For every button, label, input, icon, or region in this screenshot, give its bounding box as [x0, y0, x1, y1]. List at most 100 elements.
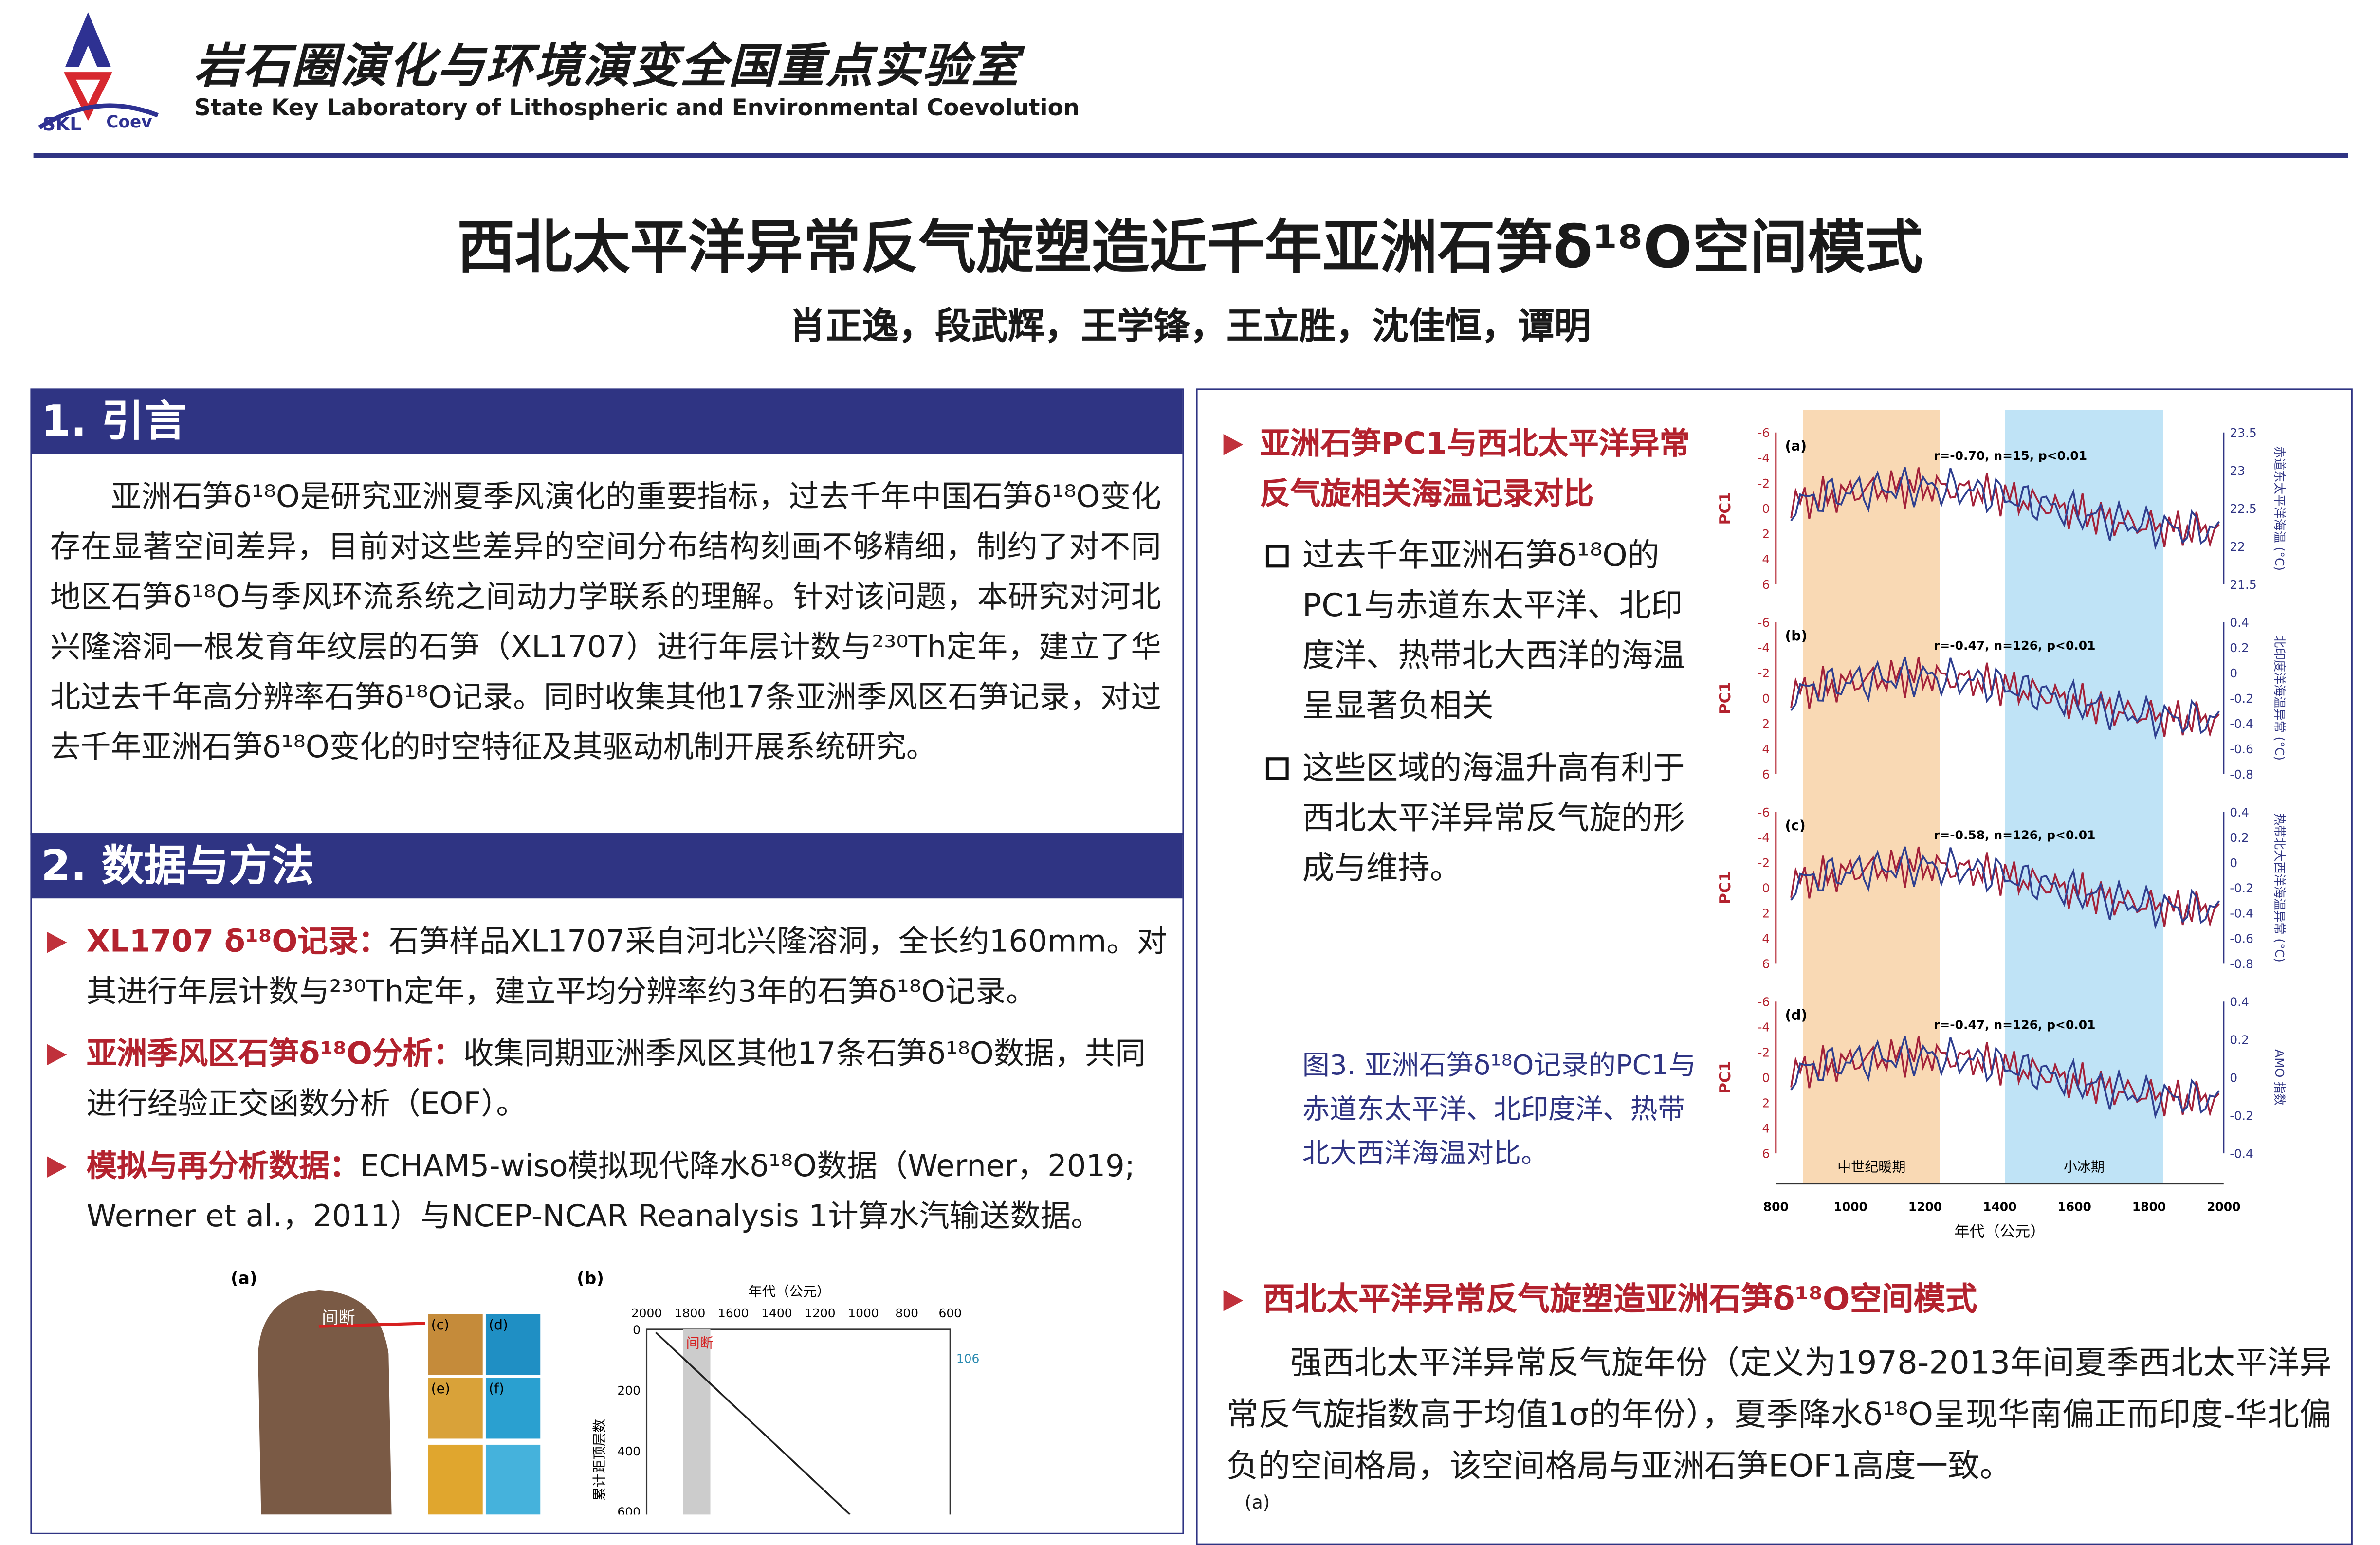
header-rule: [33, 153, 2348, 158]
figure3-text: 亚洲石笋PC1与西北太平洋异常反气旋相关海温记录对比 过去千年亚洲石笋δ¹⁸O的…: [1214, 419, 1715, 906]
y-tick-label: -4: [1758, 1020, 1770, 1035]
x-tick-label: 1400: [761, 1306, 792, 1320]
paragraph: 亚洲石笋δ¹⁸O是研究亚洲夏季风演化的重要指标，过去千年中国石笋δ¹⁸O变化存在…: [50, 478, 1161, 765]
logo-text: Coev: [106, 112, 152, 132]
panel-label: (c): [1785, 818, 1805, 834]
y-tick-label: 4: [1762, 932, 1770, 946]
thin-section: [428, 1314, 483, 1375]
thin-section: [428, 1378, 483, 1439]
lab-name-en: State Key Laboratory of Lithospheric and…: [194, 94, 1080, 122]
stat-label: r=-0.47, n=126, p<0.01: [1934, 638, 2095, 653]
y-tick-label: 6: [1762, 578, 1770, 592]
thin-section: [485, 1314, 541, 1375]
panel-label: (f): [489, 1381, 504, 1397]
y-tick-label: 4: [1762, 742, 1770, 756]
y-tick-label: -6: [1758, 616, 1770, 630]
panel-label: (b): [1785, 628, 1807, 644]
authors: 肖正逸，段武辉，王学锋，王立胜，沈佳恒，谭明: [789, 305, 1591, 348]
plot-frame: [645, 1328, 951, 1515]
y2-axis-label: 热带北大西洋海温异常 (°C): [2272, 813, 2287, 963]
warm-band: [1803, 410, 1940, 1184]
x-tick-label: 1800: [2132, 1200, 2166, 1214]
x-tick-label: 1200: [1908, 1200, 1942, 1214]
panel-label: (a): [1245, 1491, 1270, 1513]
method-item: 模拟与再分析数据：ECHAM5-wiso模拟现代降水δ¹⁸O数据（Werner，…: [38, 1141, 1170, 1241]
y2-tick-label: 0.2: [2230, 1033, 2249, 1047]
item-label: 模拟与再分析数据：: [86, 1147, 360, 1184]
panel-label: (d): [489, 1317, 508, 1333]
y2-tick-label: -0.6: [2230, 742, 2253, 756]
x-tick-label: 1800: [675, 1306, 705, 1320]
section-heading: 1. 引言: [32, 390, 1183, 454]
subheading: 亚洲石笋PC1与西北太平洋异常反气旋相关海温记录对比: [1214, 419, 1715, 519]
y2-tick-label: 22.5: [2230, 502, 2257, 516]
item-text: 石笋样品XL1707采自河北兴隆溶洞，全长约160mm。对其进行年层计数与²³⁰…: [86, 923, 1168, 1009]
subheading: 西北太平洋异常反气旋塑造亚洲石笋δ¹⁸O空间模式: [1214, 1275, 2338, 1325]
x-tick-label: 2000: [2207, 1200, 2240, 1214]
y-tick-label: -6: [1758, 805, 1770, 819]
poster: SKL Coev 岩石圈演化与环境演变全国重点实验室 State Key Lab…: [30, 12, 2353, 1545]
paragraph: 强西北太平洋异常反气旋年份（定义为1978-2013年间夏季西北太平洋异常反气旋…: [1226, 1345, 2332, 1485]
y-tick-label: 2: [1762, 717, 1770, 731]
curve-illustration: [1790, 1036, 2220, 1120]
y-tick-label: 0: [633, 1323, 641, 1337]
x-tick-label: 1200: [805, 1306, 835, 1320]
item-label: 亚洲季风区石笋δ¹⁸O分析：: [86, 1035, 464, 1072]
y2-tick-label: 0.4: [2230, 995, 2249, 1009]
x-axis-label: 年代（公元）: [1954, 1223, 2045, 1241]
y2-tick-label: -0.8: [2230, 767, 2253, 782]
y-tick-label: -4: [1758, 831, 1770, 845]
y2-tick-label: -0.4: [2230, 717, 2253, 731]
y2-axis-label: 赤道东太平洋海温 (°C): [2272, 446, 2287, 571]
figure-caption: 图3. 亚洲石笋δ¹⁸O记录的PC1与赤道东太平洋、北印度洋、热带北大西洋海温对…: [1302, 1050, 1696, 1170]
y-axis-label: PC1: [1717, 492, 1734, 525]
y-tick-label: 6: [1762, 767, 1770, 782]
y-tick-label: 4: [1762, 1122, 1770, 1136]
x-tick-label: 2000: [631, 1306, 662, 1320]
x-tick-label: 1000: [848, 1306, 879, 1320]
y2-tick-label: 0: [2230, 1071, 2237, 1085]
cold-band: [2005, 410, 2163, 1184]
section-methods: 2. 数据与方法 XL1707 δ¹⁸O记录：石笋样品XL1707采自河北兴隆溶…: [30, 833, 1184, 1534]
y2-tick-label: 0.4: [2230, 616, 2249, 630]
x-tick-label: 1600: [2057, 1200, 2091, 1214]
break-label: 间断: [322, 1308, 355, 1327]
y-tick-label: -6: [1758, 426, 1770, 440]
poster-title: 西北太平洋异常反气旋塑造近千年亚洲石笋δ¹⁸O空间模式: [457, 214, 1923, 281]
y2-tick-label: -0.8: [2230, 957, 2253, 971]
axis-label: 累计距顶层数: [591, 1419, 607, 1501]
curve-illustration: [1790, 656, 2220, 740]
y-tick-label: -6: [1758, 995, 1770, 1009]
y-axis-label: PC1: [1717, 872, 1734, 904]
y-tick-label: 0: [1762, 1071, 1770, 1085]
y2-tick-label: 21.5: [2230, 578, 2257, 592]
panel-label: (a): [1785, 438, 1807, 454]
x-tick-label: 800: [895, 1306, 918, 1320]
y-tick-label: 0: [1762, 502, 1770, 516]
y-tick-label: -2: [1758, 1046, 1770, 1060]
x-tick-label: 1600: [718, 1306, 749, 1320]
y2-axis-label: AMO 指数: [2272, 1049, 2287, 1106]
bullet: 这些区域的海温升高有利于西北太平洋异常反气旋的形成与维持。: [1260, 744, 1687, 894]
panel-label: (a): [231, 1269, 257, 1288]
x-tick-label: 800: [1763, 1200, 1789, 1214]
y-tick-label: -4: [1758, 451, 1770, 465]
y-tick-label: 2: [1762, 527, 1770, 541]
item-text: 收集同期亚洲季风区其他17条石笋δ¹⁸O数据，共同进行经验正交函数分析（EOF）…: [86, 1035, 1146, 1122]
section-heading: 2. 数据与方法: [32, 835, 1183, 899]
y-tick-label: 2: [1762, 907, 1770, 921]
y-tick-label: 600: [617, 1505, 641, 1515]
curve-illustration: [1790, 467, 2220, 550]
break-label: 间断: [686, 1335, 714, 1351]
y-tick-label: 0: [1762, 691, 1770, 706]
y-tick-label: 4: [1762, 552, 1770, 566]
y-tick-label: -2: [1758, 856, 1770, 870]
bullet: 过去千年亚洲石笋δ¹⁸O的PC1与赤道东太平洋、北印度洋、热带北大西洋的海温呈显…: [1260, 531, 1687, 732]
y-tick-label: 400: [617, 1444, 641, 1458]
y2-tick-label: 0.2: [2230, 641, 2249, 655]
age-depth-line: [655, 1331, 851, 1515]
section-intro: 1. 引言 亚洲石笋δ¹⁸O是研究亚洲夏季风演化的重要指标，过去千年中国石笋δ¹…: [30, 388, 1184, 835]
logo: SKL Coev: [38, 12, 159, 135]
y-tick-label: -2: [1758, 476, 1770, 491]
